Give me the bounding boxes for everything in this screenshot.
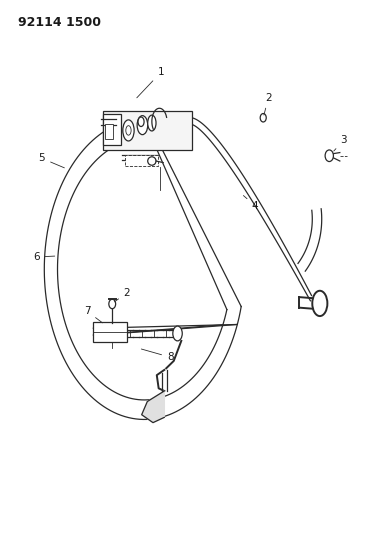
- Ellipse shape: [148, 115, 156, 131]
- Ellipse shape: [260, 114, 266, 122]
- Text: 8: 8: [141, 349, 173, 362]
- Ellipse shape: [109, 299, 116, 309]
- Polygon shape: [142, 391, 164, 423]
- Ellipse shape: [137, 116, 148, 135]
- Bar: [105, 124, 113, 139]
- Ellipse shape: [173, 326, 182, 341]
- Ellipse shape: [138, 117, 144, 126]
- Ellipse shape: [123, 120, 134, 141]
- Text: 1: 1: [137, 67, 164, 98]
- Ellipse shape: [148, 157, 156, 165]
- Text: 7: 7: [84, 306, 103, 323]
- Text: 5: 5: [39, 154, 64, 168]
- Bar: [103, 114, 121, 145]
- Text: 6: 6: [33, 252, 55, 262]
- Text: 2: 2: [264, 93, 272, 115]
- Text: 2: 2: [115, 288, 130, 302]
- Bar: [93, 322, 127, 342]
- Bar: [126, 155, 157, 166]
- Text: 92114 1500: 92114 1500: [18, 16, 101, 29]
- Ellipse shape: [325, 150, 334, 161]
- Bar: [103, 111, 192, 150]
- Ellipse shape: [126, 126, 131, 135]
- Ellipse shape: [312, 291, 327, 316]
- Text: 4: 4: [244, 196, 259, 211]
- Text: 3: 3: [334, 135, 347, 151]
